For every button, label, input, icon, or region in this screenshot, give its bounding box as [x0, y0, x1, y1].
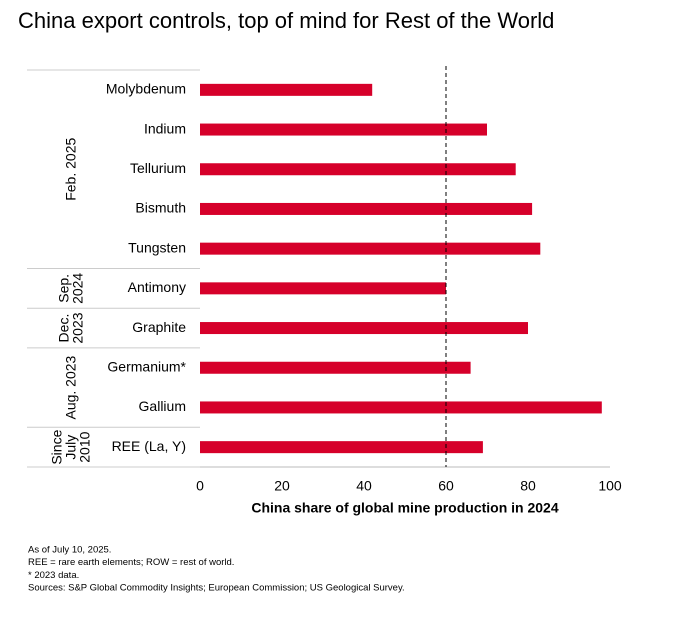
group-label: 2023	[70, 312, 86, 343]
footnote: Sources: S&P Global Commodity Insights; …	[28, 583, 405, 594]
bar	[200, 83, 373, 96]
x-tick-label: 0	[196, 478, 204, 494]
group-label: Feb. 2025	[63, 138, 79, 201]
bar	[200, 322, 528, 335]
y-tick-label: Tellurium	[130, 160, 186, 176]
y-tick-label: REE (La, Y)	[112, 438, 186, 454]
bar	[200, 163, 516, 176]
group-label: Aug. 2023	[63, 355, 79, 419]
chart-title: China export controls, top of mind for R…	[18, 8, 554, 33]
bar	[200, 242, 541, 255]
y-tick-label: Germanium*	[107, 358, 186, 374]
y-tick-label: Tungsten	[128, 239, 186, 255]
bar	[200, 401, 602, 414]
bar	[200, 123, 487, 136]
group-label: July	[63, 435, 79, 460]
x-tick-label: 40	[356, 478, 372, 494]
y-tick-label: Graphite	[132, 319, 186, 335]
y-tick-label: Gallium	[139, 398, 186, 414]
y-tick-label: Indium	[144, 120, 186, 136]
group-label: Dec.	[56, 314, 72, 343]
y-tick-label: Antimony	[128, 279, 186, 295]
bar	[200, 202, 533, 215]
footnote: As of July 10, 2025.	[28, 545, 111, 556]
bar	[200, 282, 446, 295]
group-label: Sep.	[56, 274, 72, 303]
x-axis-label: China share of global mine production in…	[251, 500, 558, 516]
y-tick-label: Bismuth	[135, 200, 186, 216]
group-label: 2010	[77, 431, 93, 462]
bar	[200, 441, 483, 454]
x-tick-label: 60	[438, 478, 454, 494]
group-label: 2024	[70, 273, 86, 304]
footnote: * 2023 data.	[28, 570, 79, 581]
x-tick-label: 20	[274, 478, 290, 494]
y-tick-label: Molybdenum	[106, 81, 186, 97]
footnote: REE = rare earth elements; ROW = rest of…	[28, 557, 234, 568]
x-tick-label: 80	[520, 478, 536, 494]
group-label: Since	[49, 429, 65, 464]
x-tick-label: 100	[598, 478, 622, 494]
bar	[200, 361, 471, 374]
